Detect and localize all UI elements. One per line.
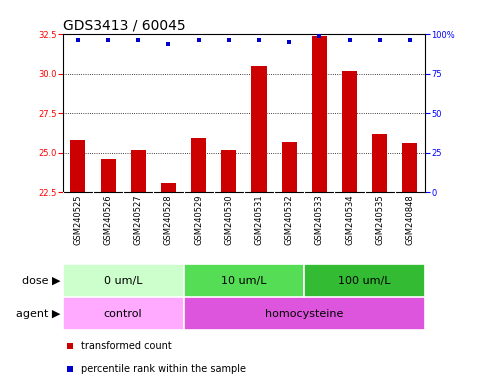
Text: GSM240848: GSM240848 xyxy=(405,194,414,245)
Bar xyxy=(342,71,357,192)
Bar xyxy=(100,159,115,192)
Text: GSM240528: GSM240528 xyxy=(164,194,173,245)
Text: control: control xyxy=(104,309,142,319)
Text: GSM240527: GSM240527 xyxy=(134,194,143,245)
Bar xyxy=(184,297,425,330)
Text: 10 um/L: 10 um/L xyxy=(221,276,267,286)
Text: percentile rank within the sample: percentile rank within the sample xyxy=(81,364,246,374)
Point xyxy=(66,343,74,349)
Bar xyxy=(372,134,387,192)
Bar xyxy=(131,149,146,192)
Text: GSM240534: GSM240534 xyxy=(345,194,354,245)
Point xyxy=(285,39,293,45)
Text: 100 um/L: 100 um/L xyxy=(339,276,391,286)
Bar xyxy=(402,143,417,192)
Text: homocysteine: homocysteine xyxy=(265,309,343,319)
Bar xyxy=(184,264,304,297)
Text: dose ▶: dose ▶ xyxy=(22,276,60,286)
Point xyxy=(346,37,354,43)
Text: transformed count: transformed count xyxy=(81,341,171,351)
Text: GSM240530: GSM240530 xyxy=(224,194,233,245)
Text: GSM240532: GSM240532 xyxy=(284,194,294,245)
Bar xyxy=(282,142,297,192)
Point xyxy=(255,37,263,43)
Bar xyxy=(304,264,425,297)
Bar xyxy=(161,183,176,192)
Text: GSM240531: GSM240531 xyxy=(255,194,264,245)
Point xyxy=(376,37,384,43)
Text: GSM240529: GSM240529 xyxy=(194,194,203,245)
Point xyxy=(165,41,172,47)
Bar xyxy=(312,36,327,192)
Bar xyxy=(191,139,206,192)
Bar xyxy=(63,297,184,330)
Text: GSM240533: GSM240533 xyxy=(315,194,324,245)
Text: GSM240535: GSM240535 xyxy=(375,194,384,245)
Bar xyxy=(252,66,267,192)
Bar xyxy=(221,149,236,192)
Point xyxy=(74,37,82,43)
Point xyxy=(406,37,414,43)
Text: GSM240525: GSM240525 xyxy=(73,194,83,245)
Point xyxy=(315,33,323,39)
Point xyxy=(134,37,142,43)
Point xyxy=(104,37,112,43)
Text: GSM240526: GSM240526 xyxy=(103,194,113,245)
Point xyxy=(225,37,233,43)
Point xyxy=(66,366,74,372)
Bar xyxy=(63,264,184,297)
Text: 0 um/L: 0 um/L xyxy=(104,276,142,286)
Bar xyxy=(71,140,85,192)
Text: GDS3413 / 60045: GDS3413 / 60045 xyxy=(63,18,185,32)
Text: agent ▶: agent ▶ xyxy=(16,309,60,319)
Point xyxy=(195,37,202,43)
